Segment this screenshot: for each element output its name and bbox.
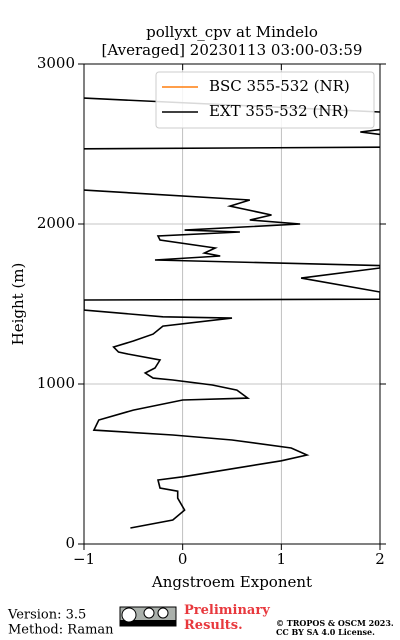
x-tick-label: 1 xyxy=(277,550,287,568)
legend-box xyxy=(155,71,375,129)
x-tick-label: 2 xyxy=(375,550,385,568)
axes-frame xyxy=(83,63,381,545)
x-tick-label: −1 xyxy=(73,550,95,568)
legend-label: BSC 355-532 (NR) xyxy=(209,77,350,95)
cc-logo xyxy=(119,606,177,627)
x-tick-label: 0 xyxy=(178,550,188,568)
x-axis-label: Angstroem Exponent xyxy=(151,573,312,591)
y-tick-label: 0 xyxy=(65,534,75,552)
preliminary: Preliminary Results. xyxy=(184,603,270,633)
y-tick-label: 3000 xyxy=(37,54,75,72)
y-axis-label: Height (m) xyxy=(9,263,27,346)
license: CC BY SA 4.0 License. xyxy=(276,627,375,637)
chart-subtitle: [Averaged] 20230113 03:00-03:59 xyxy=(102,41,363,59)
profile-line xyxy=(84,97,380,529)
method: Method: Raman xyxy=(8,623,114,638)
y-tick-label: 1000 xyxy=(37,374,75,392)
version: Version: 3.5 xyxy=(7,608,86,623)
copyright: © TROPOS & OSCM 2023. xyxy=(276,618,394,628)
chart-title: pollyxt_cpv at Mindelo xyxy=(146,23,318,41)
legend-label: EXT 355-532 (NR) xyxy=(209,102,349,120)
y-tick-label: 2000 xyxy=(37,214,75,232)
